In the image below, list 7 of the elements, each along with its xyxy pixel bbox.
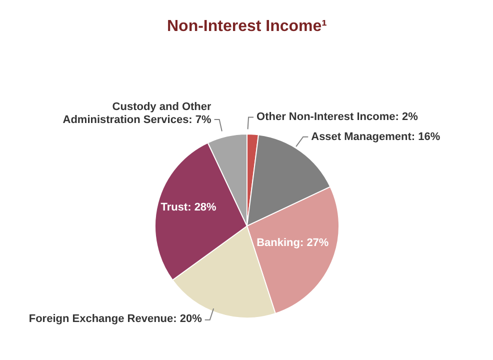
- slice-label: Other Non-Interest Income: 2%: [256, 111, 418, 124]
- slice-label: Banking: 27%: [256, 236, 329, 249]
- chart-title: Non-Interest Income¹: [166, 18, 328, 35]
- slice-label: Custody and Other Administration Services: 7%: [62, 100, 212, 126]
- slice-label: Trust: 28%: [160, 201, 217, 214]
- slice-label: Foreign Exchange Revenue: 20%: [28, 312, 202, 326]
- slice-label: Asset Management: 16%: [311, 130, 440, 144]
